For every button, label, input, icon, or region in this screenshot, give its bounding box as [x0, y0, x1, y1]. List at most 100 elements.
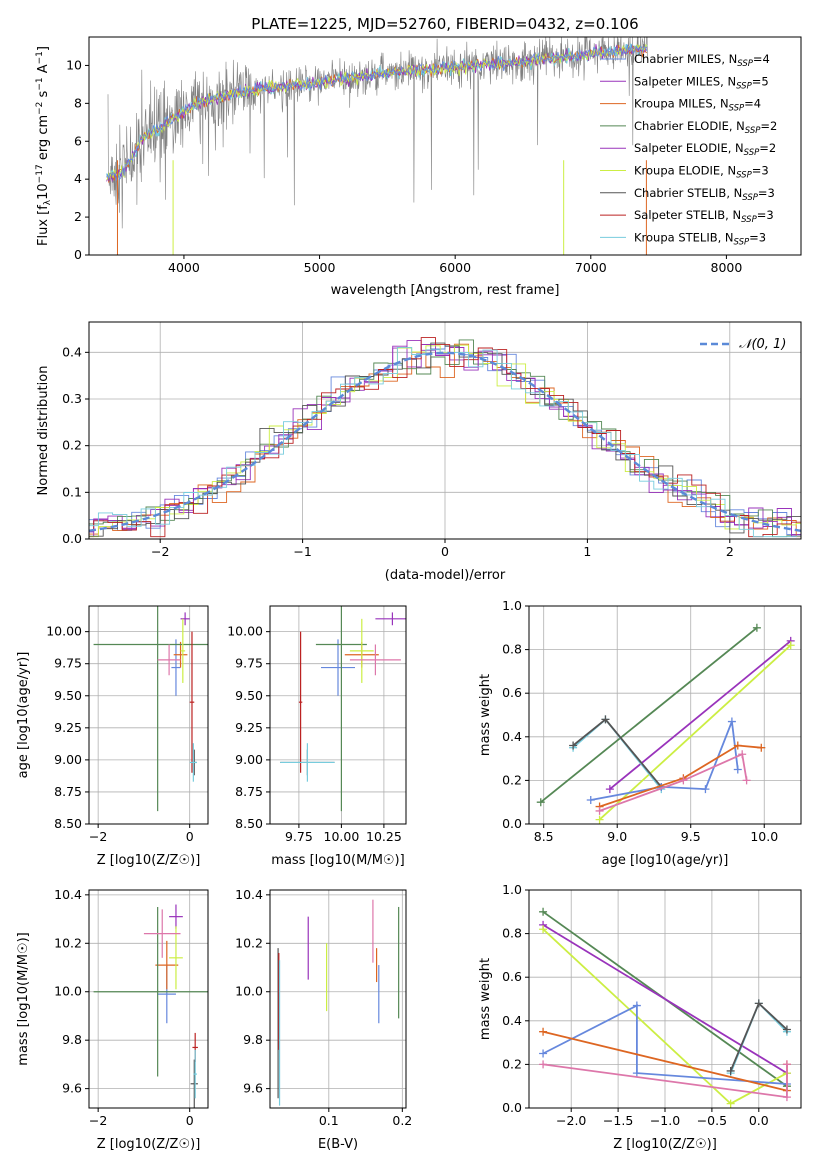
- weight-point-marker: [733, 765, 742, 774]
- residual-histogram-panel: −2 −1 0 1 2 0.0 0.1 0.2 0.3 0.4 (data-model)/error…: [36, 321, 802, 583]
- legend-suffix: =2: [759, 141, 776, 155]
- y-axis-label: Normed distribution: [36, 366, 51, 496]
- legend-sub: SSP: [729, 104, 745, 114]
- legend-prefix: Chabrier ELODIE, N: [634, 119, 745, 133]
- y-axis-label: mass weight: [478, 958, 493, 1040]
- weight-point-marker: [601, 715, 610, 724]
- y-axis-label: Flux [fλ10−17 erg cm−2 s−1 A−1]: [35, 46, 53, 246]
- y-axis-label-part: −1: [35, 77, 45, 90]
- legend-sub: SSP: [744, 148, 760, 158]
- weight-point-marker: [539, 907, 548, 916]
- x-tick-label: −2.0: [556, 1113, 586, 1128]
- weight-point-marker: [754, 999, 763, 1008]
- y-axis-label-part: Flux [f: [36, 205, 51, 246]
- y-tick-label: 0.0: [62, 531, 82, 546]
- legend-sub: SSP: [741, 215, 757, 225]
- residual-histogram-line: [89, 337, 801, 538]
- weight-point-marker: [701, 785, 710, 794]
- y-tick-label: 9.75: [54, 656, 82, 671]
- y-tick-label: 0: [74, 247, 82, 262]
- weight-point-marker: [569, 741, 578, 750]
- x-tick-label: −2: [89, 1113, 107, 1128]
- x-axis-label: age [log10(age/yr)]: [602, 853, 729, 868]
- y-axis-label: mass weight: [478, 674, 493, 756]
- x-tick-label: −1: [293, 544, 311, 559]
- weight-series-line: [540, 627, 758, 803]
- weight-point-marker: [752, 623, 761, 632]
- legend-entry: Chabrier MILES, NSSP=4: [634, 52, 770, 69]
- y-axis-label-part: A: [36, 64, 51, 77]
- weight-point-marker: [605, 785, 614, 794]
- y-axis-label-part: −2: [35, 102, 45, 115]
- x-tick-label: −2: [89, 829, 107, 844]
- x-tick-label: 0: [186, 1113, 194, 1128]
- legend-suffix: =4: [753, 52, 770, 66]
- legend-prefix: Salpeter STELIB, N: [634, 208, 741, 222]
- legend-prefix: Salpeter MILES, N: [634, 74, 736, 88]
- weight-point-marker: [726, 1066, 735, 1075]
- legend-entry: Chabrier STELIB, NSSP=3: [634, 186, 775, 203]
- weight-series-line: [542, 924, 788, 1074]
- legend-suffix: =4: [744, 97, 761, 111]
- legend-sub: SSP: [745, 126, 761, 136]
- weight-point-marker: [536, 798, 545, 807]
- residual-histogram-line: [89, 346, 801, 538]
- weight-series-line: [599, 752, 748, 812]
- y-tick-label: 9.6: [243, 1081, 263, 1096]
- weight-point-marker: [786, 641, 795, 650]
- y-tick-label: 1.0: [502, 882, 522, 897]
- plot-frame: [528, 889, 802, 1109]
- legend-prefix: Salpeter ELODIE, N: [634, 141, 744, 155]
- legend-entry: Salpeter MILES, NSSP=5: [634, 74, 769, 91]
- y-tick-label: 1.0: [502, 598, 522, 613]
- y-tick-label: 8.75: [235, 784, 263, 799]
- weight-series-line: [609, 640, 792, 790]
- legend-prefix: Chabrier MILES, N: [634, 52, 737, 66]
- y-tick-label: 4: [74, 171, 82, 186]
- y-tick-label: 0.4: [502, 729, 522, 744]
- y-tick-label: 10.0: [235, 984, 263, 999]
- y-axis-label: mass [log10(M/M☉)]: [16, 932, 31, 1065]
- y-tick-label: 10.4: [235, 887, 263, 902]
- x-tick-label: 4000: [168, 260, 200, 275]
- y-tick-label: 0.8: [502, 642, 522, 657]
- weight-point-marker: [782, 1025, 791, 1034]
- y-tick-label: 10.00: [227, 624, 263, 639]
- plot-frame: [269, 889, 407, 1109]
- x-tick-label: −1.5: [603, 1113, 633, 1128]
- x-tick-label: 1: [583, 544, 591, 559]
- y-tick-label: 10: [66, 57, 82, 72]
- y-tick-label: 6: [74, 133, 82, 148]
- y-tick-label: 9.25: [54, 720, 82, 735]
- y-tick-label: 8.50: [235, 816, 263, 831]
- residual-histogram-line: [89, 344, 801, 538]
- weight-point-marker: [539, 925, 548, 934]
- weight-point-marker: [727, 717, 736, 726]
- legend-prefix: Kroupa STELIB, N: [634, 230, 734, 244]
- y-tick-label: 0.0: [502, 1100, 522, 1115]
- weight-point-marker: [726, 1099, 735, 1108]
- legend-prefix: Chabrier STELIB, N: [634, 186, 742, 200]
- weight-point-marker: [742, 776, 751, 785]
- y-tick-label: 0.6: [502, 969, 522, 984]
- y-tick-label: 9.6: [62, 1081, 82, 1096]
- y-axis-label-part: 10: [36, 183, 51, 200]
- x-tick-label: 0: [186, 829, 194, 844]
- plot-frame: [88, 36, 802, 256]
- y-tick-label: 2: [74, 209, 82, 224]
- y-tick-label: 9.50: [54, 688, 82, 703]
- weight-point-marker: [539, 1060, 548, 1069]
- y-tick-label: 9.25: [235, 720, 263, 735]
- x-tick-label: −2: [151, 544, 169, 559]
- weight-point-marker: [632, 1069, 641, 1078]
- legend-entry: Kroupa ELODIE, NSSP=3: [634, 164, 769, 181]
- legend-entry: Kroupa MILES, NSSP=4: [634, 97, 761, 114]
- weight-point-marker: [595, 806, 604, 815]
- legend-suffix: =3: [749, 230, 766, 244]
- y-axis-label-part: −17: [35, 164, 45, 183]
- weight-point-marker: [782, 1060, 791, 1069]
- normal-curve-line: [89, 351, 801, 532]
- weight-point-marker: [539, 1049, 548, 1058]
- x-tick-label: 0: [441, 544, 449, 559]
